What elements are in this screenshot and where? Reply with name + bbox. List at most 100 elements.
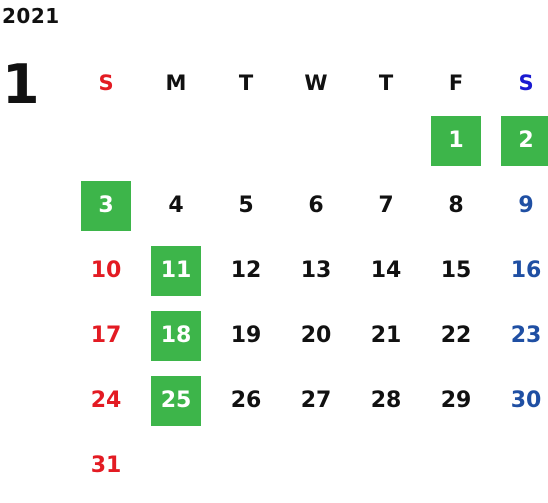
- day-number: 14: [370, 258, 402, 283]
- day-number: 18: [151, 310, 201, 361]
- day-number: 30: [510, 388, 542, 413]
- day-number: [361, 441, 411, 491]
- day-number: 29: [440, 388, 472, 413]
- day-number: 16: [510, 258, 542, 283]
- day-cell: 21: [351, 303, 421, 368]
- day-cell: 20: [281, 303, 351, 368]
- weekday-header-row: S M T W T F S: [71, 58, 547, 108]
- day-cell: 24: [71, 368, 141, 433]
- day-cell: 19: [211, 303, 281, 368]
- week-row: 3 4 5 6 7 8 9: [71, 173, 547, 238]
- day-cell: 10: [71, 238, 141, 303]
- day-cell: 15: [421, 238, 491, 303]
- day-number: 20: [300, 323, 332, 348]
- day-cell: 17: [71, 303, 141, 368]
- day-number: 19: [230, 323, 262, 348]
- weekday-tuesday: T: [238, 71, 254, 95]
- day-cell: 28: [351, 368, 421, 433]
- day-cell: 12: [211, 238, 281, 303]
- day-cell: 6: [281, 173, 351, 238]
- day-cell: 3: [71, 173, 141, 238]
- day-number: 8: [448, 193, 464, 218]
- day-number: 11: [151, 245, 201, 296]
- day-number: [221, 116, 271, 166]
- day-cell: [211, 433, 281, 498]
- day-number: [81, 116, 131, 166]
- day-cell: 22: [421, 303, 491, 368]
- day-cell: [211, 108, 281, 173]
- day-cell: 1: [421, 108, 491, 173]
- day-number: 27: [300, 388, 332, 413]
- day-number: [431, 441, 481, 491]
- weekday-saturday: S: [518, 71, 534, 95]
- day-number: 15: [440, 258, 472, 283]
- day-number: 17: [90, 323, 122, 348]
- day-cell: 23: [491, 303, 548, 368]
- day-cell: 16: [491, 238, 548, 303]
- day-number: 9: [518, 193, 534, 218]
- calendar-grid: S M T W T F S 1 2 3 4 5 6 7 8 9 10 11 12…: [71, 58, 548, 498]
- day-number: 4: [168, 193, 184, 218]
- day-cell: [351, 433, 421, 498]
- day-number: 13: [300, 258, 332, 283]
- day-number: [501, 441, 548, 491]
- day-number: 2: [501, 115, 548, 166]
- day-number: [151, 116, 201, 166]
- day-number: [291, 441, 341, 491]
- day-cell: [281, 433, 351, 498]
- day-number: 22: [440, 323, 472, 348]
- day-cell: 5: [211, 173, 281, 238]
- day-cell: [421, 433, 491, 498]
- day-cell: 11: [141, 238, 211, 303]
- day-cell: [141, 433, 211, 498]
- day-cell: 8: [421, 173, 491, 238]
- day-number: [151, 441, 201, 491]
- day-cell: 18: [141, 303, 211, 368]
- day-cell: [281, 108, 351, 173]
- day-cell: 2: [491, 108, 548, 173]
- day-number: 7: [378, 193, 394, 218]
- day-number: 23: [510, 323, 542, 348]
- day-number: 6: [308, 193, 324, 218]
- week-row: 10 11 12 13 14 15 16: [71, 238, 547, 303]
- weekday-wednesday: W: [304, 71, 328, 95]
- day-number: 25: [151, 375, 201, 426]
- day-cell: [351, 108, 421, 173]
- day-number: [221, 441, 271, 491]
- day-number: 24: [90, 388, 122, 413]
- day-cell: [491, 433, 548, 498]
- day-number: 3: [81, 180, 131, 231]
- day-number: 1: [431, 115, 481, 166]
- day-cell: 4: [141, 173, 211, 238]
- weekday-friday: F: [448, 71, 464, 95]
- day-cell: 31: [71, 433, 141, 498]
- day-cell: 13: [281, 238, 351, 303]
- day-number: 28: [370, 388, 402, 413]
- day-number: [361, 116, 411, 166]
- weekday-thursday: T: [378, 71, 394, 95]
- day-cell: 7: [351, 173, 421, 238]
- day-cell: 14: [351, 238, 421, 303]
- day-cell: 30: [491, 368, 548, 433]
- week-row: 24 25 26 27 28 29 30: [71, 368, 547, 433]
- day-cell: [141, 108, 211, 173]
- calendar-year: 2021: [2, 4, 60, 28]
- day-cell: 9: [491, 173, 548, 238]
- day-number: 10: [90, 258, 122, 283]
- weekday-monday: M: [165, 71, 187, 95]
- day-number: 5: [238, 193, 254, 218]
- day-cell: 27: [281, 368, 351, 433]
- day-cell: 29: [421, 368, 491, 433]
- weekday-sunday: S: [98, 71, 114, 95]
- calendar-month: 1: [2, 53, 40, 116]
- day-number: 26: [230, 388, 262, 413]
- week-row: 17 18 19 20 21 22 23: [71, 303, 547, 368]
- day-number: 31: [90, 453, 122, 478]
- day-number: 21: [370, 323, 402, 348]
- week-row: 1 2: [71, 108, 548, 173]
- day-cell: 25: [141, 368, 211, 433]
- day-cell: 26: [211, 368, 281, 433]
- week-row: 31: [71, 433, 547, 498]
- day-number: [291, 116, 341, 166]
- day-cell: [71, 108, 141, 173]
